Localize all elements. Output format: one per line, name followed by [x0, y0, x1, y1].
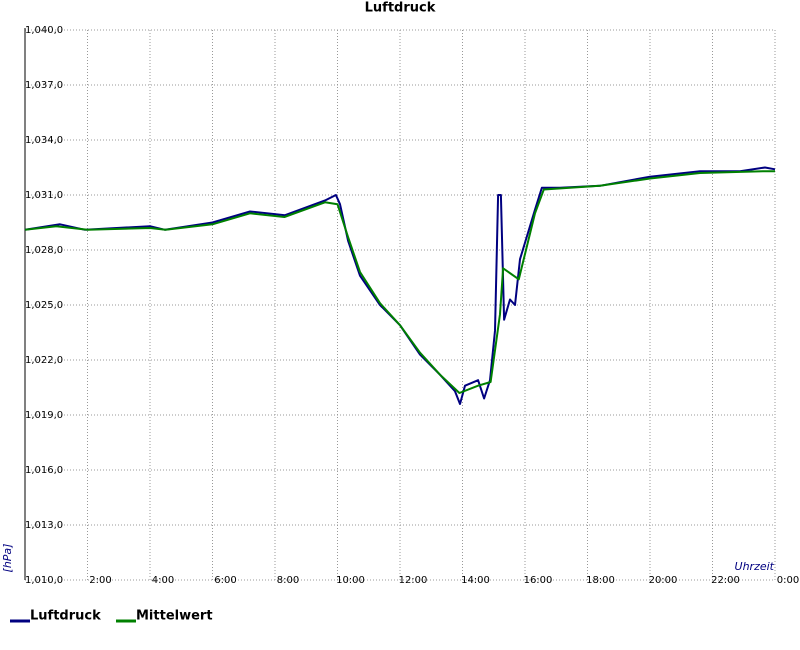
y-tick-label: 1,028,0 — [25, 245, 63, 256]
y-tick-label: 1,040,0 — [25, 25, 63, 36]
y-tick-label: 1,010,0 — [25, 575, 63, 586]
x-tick-label: 20:00 — [649, 575, 678, 586]
x-tick-label: 18:00 — [586, 575, 615, 586]
x-axis-label: Uhrzeit — [735, 560, 775, 573]
x-tick-label: 14:00 — [461, 575, 490, 586]
y-tick-label: 1,013,0 — [25, 520, 63, 531]
x-tick-label: 16:00 — [524, 575, 553, 586]
legend-label: Mittelwert — [136, 609, 213, 624]
x-tick-label: 2:00 — [89, 575, 111, 586]
y-tick-label: 1,019,0 — [25, 410, 63, 421]
y-tick-label: 1,016,0 — [25, 465, 63, 476]
chart-title: Luftdruck — [365, 1, 436, 16]
x-tick-label: 0:00 — [777, 575, 799, 586]
y-axis-label: [hPa] — [1, 544, 14, 573]
x-tick-label: 8:00 — [277, 575, 299, 586]
y-tick-label: 1,022,0 — [25, 355, 63, 366]
x-tick-label: 22:00 — [711, 575, 740, 586]
y-tick-label: 1,037,0 — [25, 80, 63, 91]
y-tick-label: 1,025,0 — [25, 300, 63, 311]
y-tick-label: 1,034,0 — [25, 135, 63, 146]
x-tick-label: 4:00 — [152, 575, 174, 586]
x-tick-label: 6:00 — [214, 575, 236, 586]
legend-label: Luftdruck — [30, 609, 101, 624]
data-line — [24, 170, 775, 394]
data-line — [24, 166, 776, 405]
x-tick-label: 10:00 — [336, 575, 365, 586]
y-tick-label: 1,031,0 — [25, 190, 63, 201]
x-tick-label: 12:00 — [399, 575, 428, 586]
